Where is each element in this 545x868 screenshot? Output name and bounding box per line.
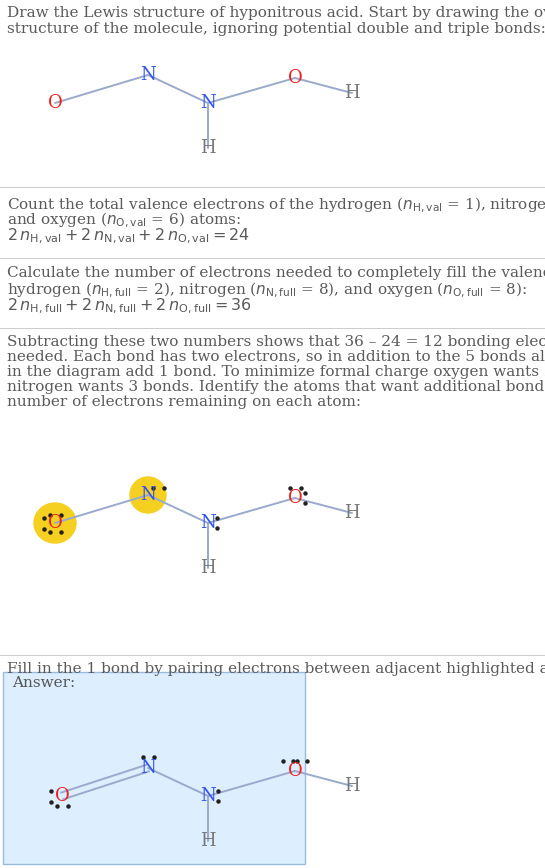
- Text: H: H: [344, 777, 360, 795]
- Text: needed. Each bond has two electrons, so in addition to the 5 bonds already prese: needed. Each bond has two electrons, so …: [7, 350, 545, 364]
- Text: $2\,n_{\rm H,val} + 2\,n_{\rm N,val} + 2\,n_{\rm O,val} = 24$: $2\,n_{\rm H,val} + 2\,n_{\rm N,val} + 2…: [7, 227, 250, 247]
- Text: Subtracting these two numbers shows that 36 – 24 = 12 bonding electrons are: Subtracting these two numbers shows that…: [7, 335, 545, 349]
- Text: O: O: [47, 94, 62, 112]
- Text: N: N: [140, 486, 156, 504]
- Text: O: O: [288, 489, 302, 507]
- Text: $2\,n_{\rm H,full} + 2\,n_{\rm N,full} + 2\,n_{\rm O,full} = 36$: $2\,n_{\rm H,full} + 2\,n_{\rm N,full} +…: [7, 297, 252, 316]
- Text: O: O: [47, 514, 62, 532]
- Text: O: O: [288, 69, 302, 87]
- Ellipse shape: [130, 477, 166, 513]
- Text: number of electrons remaining on each atom:: number of electrons remaining on each at…: [7, 395, 361, 409]
- Text: Count the total valence electrons of the hydrogen ($n_{\rm H,val}$ = 1), nitroge: Count the total valence electrons of the…: [7, 196, 545, 215]
- Text: N: N: [140, 759, 156, 777]
- Text: H: H: [344, 84, 360, 102]
- Text: and oxygen ($n_{\rm O,val}$ = 6) atoms:: and oxygen ($n_{\rm O,val}$ = 6) atoms:: [7, 211, 241, 230]
- Text: H: H: [200, 139, 216, 157]
- Text: H: H: [344, 504, 360, 522]
- Text: hydrogen ($n_{\rm H,full}$ = 2), nitrogen ($n_{\rm N,full}$ = 8), and oxygen ($n: hydrogen ($n_{\rm H,full}$ = 2), nitroge…: [7, 281, 527, 300]
- Text: N: N: [140, 66, 156, 84]
- Text: Calculate the number of electrons needed to completely fill the valence shells f: Calculate the number of electrons needed…: [7, 266, 545, 280]
- Text: H: H: [200, 559, 216, 577]
- Text: Draw the Lewis structure of hyponitrous acid. Start by drawing the overall: Draw the Lewis structure of hyponitrous …: [7, 6, 545, 20]
- Text: H: H: [200, 832, 216, 850]
- Text: structure of the molecule, ignoring potential double and triple bonds:: structure of the molecule, ignoring pote…: [7, 22, 545, 36]
- Text: in the diagram add 1 bond. To minimize formal charge oxygen wants 2 bonds and: in the diagram add 1 bond. To minimize f…: [7, 365, 545, 379]
- Text: nitrogen wants 3 bonds. Identify the atoms that want additional bonds and the: nitrogen wants 3 bonds. Identify the ato…: [7, 380, 545, 394]
- Text: Answer:: Answer:: [12, 676, 75, 690]
- Text: N: N: [200, 787, 216, 805]
- Text: N: N: [200, 514, 216, 532]
- Text: O: O: [54, 787, 69, 805]
- Text: O: O: [288, 762, 302, 780]
- Text: Fill in the 1 bond by pairing electrons between adjacent highlighted atoms:: Fill in the 1 bond by pairing electrons …: [7, 662, 545, 676]
- FancyBboxPatch shape: [3, 672, 305, 864]
- Ellipse shape: [34, 503, 76, 543]
- Text: N: N: [200, 94, 216, 112]
